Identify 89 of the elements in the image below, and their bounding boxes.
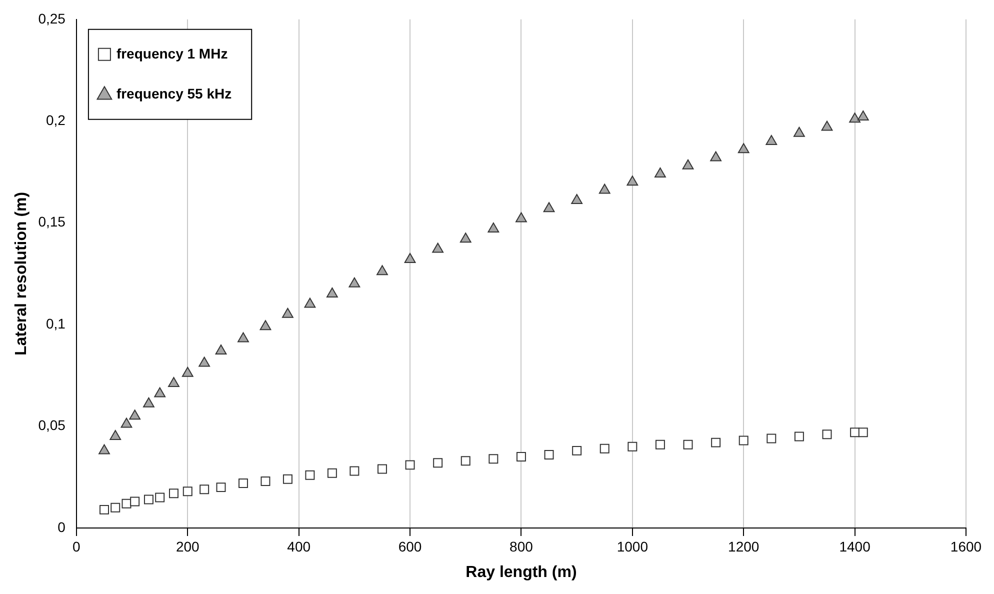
- y-axis-title: Lateral resolution (m): [13, 192, 30, 356]
- point: [238, 478, 248, 488]
- point: [516, 212, 527, 222]
- x-tick-label: 1000: [616, 538, 648, 554]
- point: [130, 496, 140, 506]
- point: [260, 320, 272, 330]
- point: [377, 464, 387, 474]
- point: [198, 356, 210, 367]
- point: [144, 494, 154, 504]
- point: [543, 202, 555, 212]
- point: [850, 428, 860, 438]
- point: [571, 194, 583, 204]
- point: [305, 470, 315, 480]
- y-tick-label: 0,25: [38, 10, 66, 26]
- x-tick-label: 600: [398, 538, 422, 554]
- point: [282, 308, 294, 318]
- point: [516, 452, 526, 462]
- point: [122, 498, 132, 508]
- point: [350, 466, 360, 476]
- point: [766, 434, 776, 444]
- y-tick-label: 0,05: [38, 417, 66, 434]
- x-tick-label: 400: [287, 538, 311, 554]
- point: [488, 222, 500, 232]
- point: [857, 110, 869, 121]
- point: [710, 151, 722, 162]
- point: [282, 474, 292, 484]
- point: [682, 159, 694, 170]
- point: [327, 468, 337, 478]
- x-tick-label: 0: [72, 538, 81, 554]
- legend-label: frequency 1 MHz: [116, 45, 228, 62]
- point: [182, 366, 194, 377]
- x-tick-label: 1400: [839, 538, 871, 554]
- point: [572, 446, 582, 456]
- point: [304, 298, 316, 308]
- point: [600, 444, 610, 454]
- point: [110, 502, 120, 512]
- point: [654, 168, 666, 178]
- point: [348, 277, 360, 288]
- point: [460, 456, 470, 466]
- point: [129, 410, 141, 420]
- point: [376, 265, 388, 276]
- x-tick-label: 1600: [950, 538, 982, 554]
- point: [544, 450, 554, 460]
- y-tick-label: 0,1: [46, 315, 66, 332]
- point: [155, 492, 165, 502]
- point: [326, 288, 338, 298]
- x-tick-label: 1200: [728, 538, 760, 554]
- point: [598, 184, 610, 194]
- y-tick-label: 0,15: [38, 214, 66, 230]
- point: [738, 143, 750, 154]
- point: [404, 252, 416, 263]
- point: [110, 430, 122, 440]
- point: [858, 428, 868, 438]
- point: [100, 504, 109, 514]
- x-tick-label: 200: [176, 538, 200, 554]
- point: [120, 418, 132, 428]
- point: [405, 460, 415, 470]
- point: [169, 488, 178, 498]
- point: [260, 476, 270, 486]
- point: [182, 486, 192, 496]
- point: [794, 126, 805, 137]
- point: [822, 430, 832, 440]
- point: [168, 377, 180, 388]
- point: [488, 454, 498, 464]
- point: [460, 232, 472, 243]
- point: [215, 344, 227, 355]
- point: [143, 397, 154, 408]
- point: [432, 242, 444, 253]
- x-axis-title: Ray length (m): [466, 564, 577, 581]
- point: [98, 444, 110, 454]
- point: [655, 440, 665, 450]
- x-tick-label: 800: [510, 538, 534, 554]
- y-tick-label: 0: [58, 518, 66, 535]
- point: [849, 112, 860, 123]
- point: [628, 442, 638, 452]
- point: [711, 438, 721, 448]
- point: [626, 176, 638, 186]
- point: [200, 484, 210, 494]
- point: [738, 436, 748, 446]
- point: [766, 134, 778, 145]
- y-tick-label: 0,2: [46, 112, 66, 128]
- point: [433, 458, 443, 468]
- point: [683, 440, 693, 450]
- point: [821, 120, 833, 131]
- point: [154, 387, 166, 398]
- point: [238, 332, 249, 342]
- point: [794, 432, 804, 442]
- legend-label: frequency 55 kHz: [116, 85, 232, 102]
- point: [216, 482, 226, 492]
